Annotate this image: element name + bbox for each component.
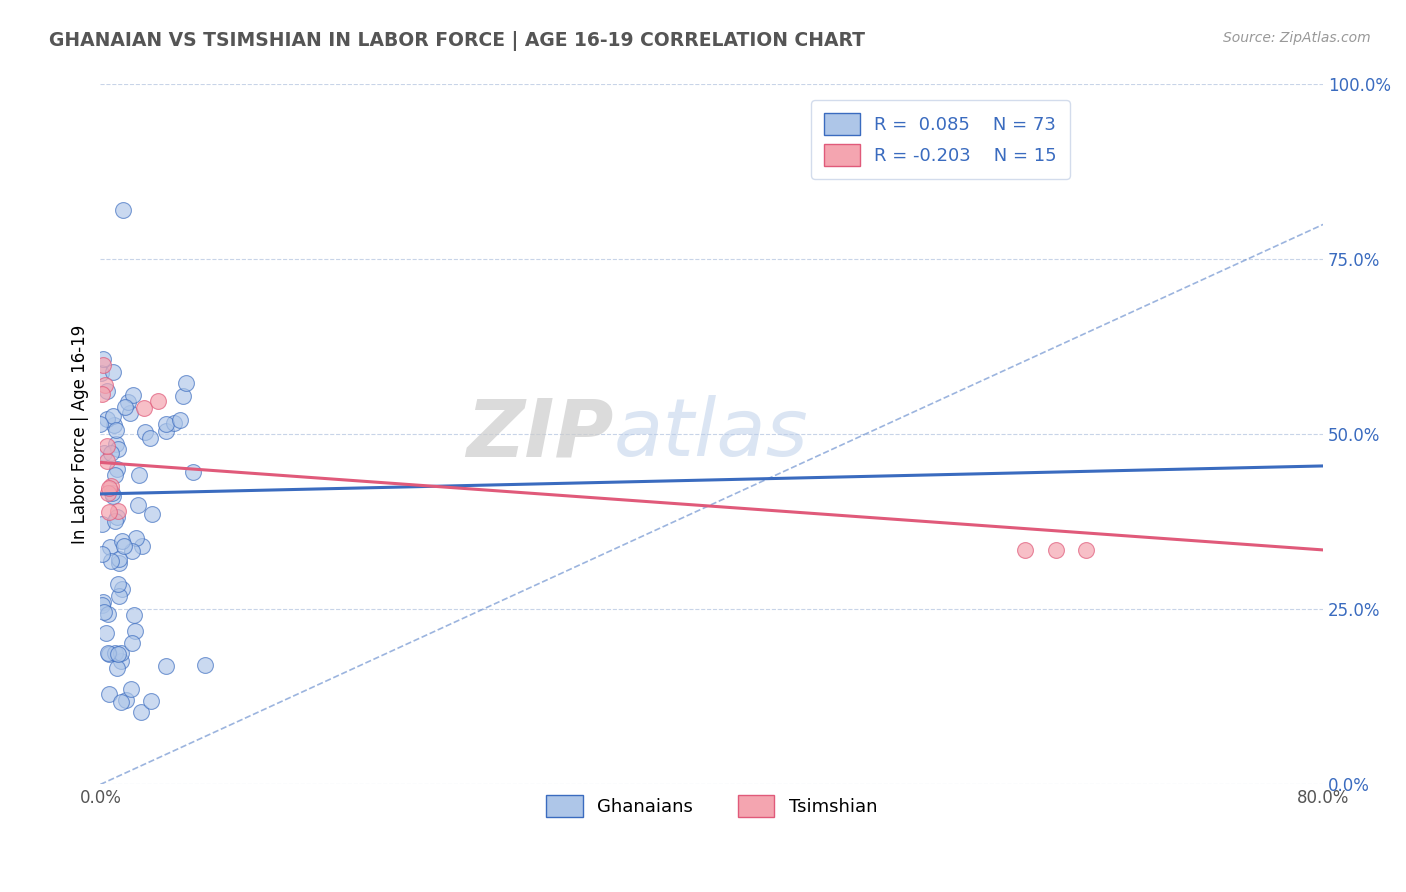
Point (139, 694, 162, 708)
Point (169, 413, 191, 427)
Point (120, 682, 142, 697)
Point (93, 605, 115, 619)
Point (98, 687, 121, 701)
Point (117, 395, 139, 409)
Point (96, 438, 118, 452)
Point (174, 376, 197, 391)
Point (96, 454, 118, 468)
Point (121, 544, 143, 558)
Point (107, 504, 129, 518)
Point (107, 648, 129, 662)
Point (105, 462, 128, 476)
Point (131, 539, 153, 553)
Point (111, 534, 134, 549)
Point (100, 554, 122, 568)
Point (97, 647, 120, 661)
Point (114, 692, 136, 706)
Point (91, 352, 114, 367)
Point (96, 384, 118, 399)
Point (96, 411, 118, 425)
Point (96, 607, 118, 621)
Point (112, 539, 135, 553)
Point (155, 659, 177, 673)
Point (108, 551, 131, 566)
Point (112, 203, 135, 218)
Point (124, 607, 146, 622)
Point (134, 425, 156, 440)
Point (172, 389, 194, 403)
Point (100, 445, 122, 459)
Point (127, 498, 149, 512)
Point (107, 577, 129, 591)
Point (1076, 543, 1098, 558)
Text: ZIP: ZIP (467, 395, 614, 474)
Point (104, 646, 127, 660)
Point (104, 514, 127, 528)
Point (100, 479, 122, 493)
Point (155, 417, 177, 432)
Legend: Ghanaians, Tsimshian: Ghanaians, Tsimshian (540, 788, 884, 824)
Point (101, 365, 124, 379)
Point (107, 442, 129, 457)
Text: atlas: atlas (614, 395, 808, 474)
Point (94, 378, 117, 392)
Point (97, 485, 120, 500)
Point (104, 423, 127, 437)
Point (105, 510, 128, 524)
Point (110, 695, 132, 709)
Point (146, 394, 169, 409)
Point (105, 661, 128, 675)
Point (101, 409, 124, 423)
Point (104, 467, 127, 482)
Point (91, 358, 114, 372)
Point (103, 417, 125, 432)
Point (1014, 543, 1036, 558)
Point (124, 624, 146, 638)
Point (90, 387, 112, 401)
Point (141, 508, 163, 522)
Text: GHANAIAN VS TSIMSHIAN IN LABOR FORCE | AGE 16-19 CORRELATION CHART: GHANAIAN VS TSIMSHIAN IN LABOR FORCE | A… (49, 31, 865, 51)
Point (110, 646, 132, 660)
Y-axis label: In Labor Force | Age 16-19: In Labor Force | Age 16-19 (72, 325, 89, 544)
Point (114, 400, 136, 414)
Point (108, 557, 131, 571)
Point (125, 531, 148, 545)
Point (97, 481, 120, 495)
Point (94, 625, 117, 640)
Point (111, 582, 134, 597)
Point (101, 486, 124, 500)
Point (90, 547, 112, 561)
Point (1045, 543, 1067, 558)
Point (139, 431, 162, 445)
Point (163, 416, 186, 430)
Point (129, 705, 152, 719)
Point (101, 489, 124, 503)
Point (97, 646, 120, 660)
Point (108, 590, 131, 604)
Point (181, 466, 204, 480)
Point (121, 635, 143, 649)
Point (128, 467, 150, 482)
Point (132, 401, 155, 415)
Point (91, 517, 114, 532)
Point (118, 406, 141, 420)
Point (194, 657, 217, 672)
Point (89, 417, 111, 432)
Point (155, 424, 177, 438)
Point (91, 598, 114, 612)
Point (98, 540, 121, 554)
Text: Source: ZipAtlas.com: Source: ZipAtlas.com (1223, 31, 1371, 45)
Point (90, 366, 112, 380)
Point (122, 388, 145, 402)
Point (105, 437, 128, 451)
Point (110, 654, 132, 668)
Point (93, 446, 115, 460)
Point (91, 595, 114, 609)
Point (97, 505, 120, 519)
